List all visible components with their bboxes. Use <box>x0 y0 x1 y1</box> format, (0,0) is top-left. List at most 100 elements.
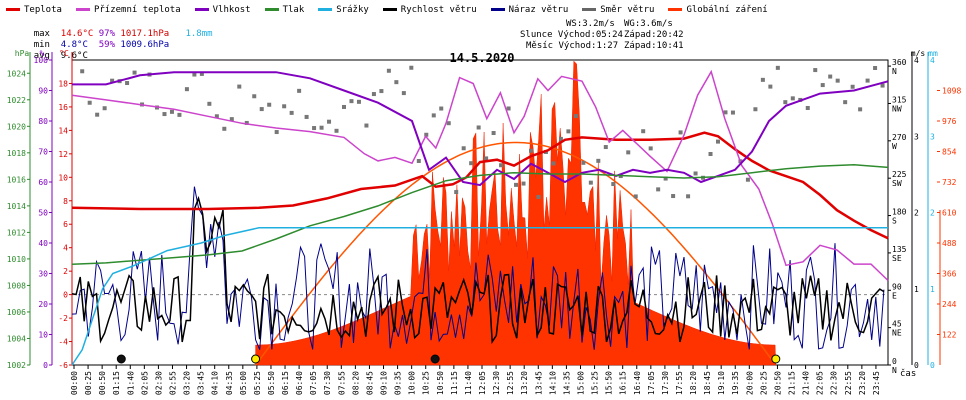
stat-max-hum: 97% <box>98 29 115 39</box>
rain-tick-label: 2 <box>930 209 935 218</box>
wind-direction-point <box>678 130 683 135</box>
wind-direction-point <box>693 171 698 176</box>
info-moon-rise: Měsíc Východ:1:27 <box>526 41 619 51</box>
legend-swatch <box>582 8 597 11</box>
wind-direction-point <box>499 163 504 168</box>
wind-direction-point <box>633 194 638 199</box>
wind-direction-point <box>521 181 526 186</box>
legend-swatch <box>382 8 397 11</box>
wind-direction-point <box>573 114 578 119</box>
x-tick-label: 20:50 <box>773 371 782 395</box>
legend: Teplota Přízemní teplota Vlhkost Tlak Srážky… <box>6 5 782 15</box>
wind-direction-point <box>192 72 197 77</box>
pressure_hPa-tick-label: 1006 <box>7 308 26 317</box>
x-tick-label: 11:15 <box>450 371 459 395</box>
wind-direction-point <box>663 176 668 181</box>
temperature_C-tick-label: 10 <box>58 173 68 182</box>
x-tick-label: 18:20 <box>689 371 698 395</box>
legend-swatch <box>75 8 90 11</box>
x-tick-label: 09:10 <box>380 371 389 395</box>
x-tick-label: 00:25 <box>84 371 93 395</box>
wind-direction-point <box>244 120 249 125</box>
wind-direction-point <box>454 190 459 195</box>
wind-direction-point <box>581 160 586 165</box>
wind-direction-point <box>401 91 406 96</box>
wind-direction-point <box>865 78 870 83</box>
legend-item: Srážky <box>318 5 369 15</box>
stat-min-label: min <box>33 40 50 50</box>
humidity_pct-tick-label: 30 <box>38 270 48 279</box>
radiation-tick-label: 976 <box>942 117 957 126</box>
pressure_hPa-tick-label: 1012 <box>7 228 26 237</box>
legend-label: Náraz větru <box>508 5 569 15</box>
moonset-marker <box>430 354 440 364</box>
wind-direction-point <box>289 110 294 115</box>
x-tick-label: 12:55 <box>506 371 515 395</box>
direction-degree-label: 45 <box>892 320 902 329</box>
x-tick-label: 01:15 <box>112 371 121 395</box>
radiation-tick-label: 610 <box>942 209 957 218</box>
direction-compass-label: E <box>892 291 897 300</box>
direction-compass-label: SW <box>892 179 902 188</box>
x-tick-label: 18:45 <box>703 371 712 395</box>
x-tick-label: 05:00 <box>239 371 248 395</box>
x-tick-label: 06:15 <box>281 371 290 395</box>
x-tick-label: 10:00 <box>408 371 417 395</box>
x-tick-label: 17:55 <box>675 371 684 395</box>
wind-direction-point <box>184 87 189 92</box>
wind-direction-point <box>461 146 466 151</box>
legend-label: Globální záření <box>686 5 768 15</box>
wind-tick-label: 3 <box>914 132 919 141</box>
humidity_pct-tick-label: 60 <box>38 178 48 187</box>
wind-direction-point <box>259 107 264 112</box>
wind-direction-point <box>95 112 100 117</box>
x-tick-label: 02:05 <box>140 371 149 395</box>
sunrise-marker <box>251 354 261 364</box>
wind-direction-point <box>641 129 646 134</box>
legend-item: Náraz větru <box>490 5 569 15</box>
pressure_hPa-tick-label: 1020 <box>7 122 26 131</box>
wind-direction-point <box>484 156 489 161</box>
x-tick-label: 08:20 <box>351 371 360 395</box>
wind-direction-point <box>835 78 840 83</box>
wind-direction-point <box>708 152 713 157</box>
wind-direction-point <box>237 84 242 89</box>
rain-tick-label: 1 <box>930 285 935 294</box>
temperature_C-tick-label: 14 <box>58 126 68 135</box>
wind-direction-point <box>379 89 384 94</box>
wind-direction-point <box>125 81 130 86</box>
wind-direction-point <box>880 83 885 88</box>
series-line <box>71 69 889 282</box>
legend-label: Směr větru <box>600 5 655 15</box>
wind-direction-point <box>177 112 182 117</box>
direction-compass-label: NE <box>892 329 902 338</box>
x-tick-label: 21:15 <box>788 371 797 395</box>
wind-direction-point <box>491 131 496 136</box>
x-tick-label: 19:10 <box>717 371 726 395</box>
wind-speed-line <box>71 195 885 345</box>
wind-direction-point <box>334 128 339 133</box>
wind-direction-point <box>671 194 676 199</box>
x-tick-label: 07:55 <box>337 371 346 395</box>
info-sun-set: Západ:20:42 <box>624 30 684 40</box>
x-tick-label: 23:20 <box>858 371 867 395</box>
pressure_hPa-tick-label: 1004 <box>7 334 26 343</box>
wind-direction-point <box>252 94 257 99</box>
wind-direction-point <box>416 158 421 163</box>
direction-degree-label: 360 <box>892 58 907 67</box>
direction-compass-label: SE <box>892 254 902 263</box>
wind-direction-point <box>843 100 848 105</box>
wind-direction-point <box>342 104 346 109</box>
radiation-tick-label: 122 <box>942 331 957 340</box>
unit-ms: m/s <box>911 49 926 58</box>
stat-max-temp: 14.6°C <box>60 29 94 39</box>
legend-item: Vlhkost <box>194 5 251 15</box>
pressure_hPa-tick-label: 1008 <box>7 281 26 290</box>
wind-direction-point <box>304 114 309 119</box>
humidity_pct-tick-label: 0 <box>43 361 48 370</box>
info-sun-rise: Slunce Východ:05:24 <box>520 30 623 40</box>
legend-swatch <box>6 8 20 11</box>
wind-direction-point <box>162 112 167 117</box>
x-tick-label: 15:50 <box>605 371 614 395</box>
wind-direction-point <box>312 126 317 131</box>
